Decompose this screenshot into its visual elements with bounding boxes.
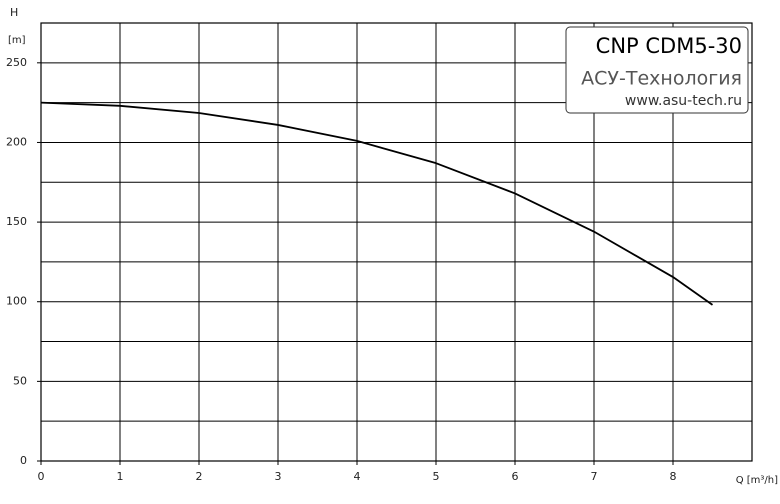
plot-frame [40,22,753,462]
y-tick-label: 200 [6,135,27,148]
x-tick-label: 0 [38,470,45,483]
title: CNP CDM5-30 [596,34,742,58]
y-tick-label: 250 [6,56,27,69]
x-tick-label: 4 [354,470,361,483]
y-tick-label: 150 [6,215,27,228]
x-tick-label: 6 [512,470,519,483]
source: www.asu-tech.ru [625,93,742,109]
x-tick-label: 3 [275,470,282,483]
x-tick-label: 7 [591,470,598,483]
x-tick-label: 2 [196,470,203,483]
y-tick-label: 50 [13,374,27,387]
y-tick-label: 100 [6,295,27,308]
pump-curve [40,101,714,306]
plot-area: 0 1 2 3 4 5 6 7 8 0 50 100 150 200 250 [6,22,753,483]
y-axis-label: H [10,6,18,19]
legend-box [565,26,749,114]
x-axis-label: Q [m³/h] [736,475,778,486]
y-tick-label: 0 [20,454,27,467]
x-tick-label: 1 [117,470,124,483]
x-tick-label: 8 [670,470,677,483]
y-axis-unit: [m] [8,35,26,46]
subtitle: АСУ-Технология [581,68,742,90]
x-tick-label: 5 [433,470,440,483]
